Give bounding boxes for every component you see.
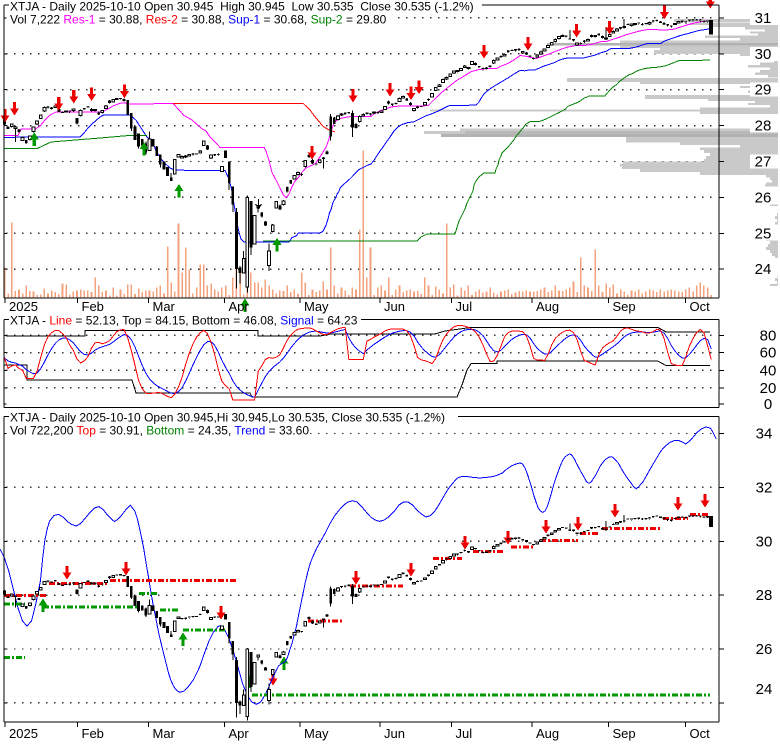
svg-text:Vol 722,200 Top = 30.91, Botto: Vol 722,200 Top = 30.91, Bottom = 24.35,… — [10, 424, 309, 438]
svg-text:30: 30 — [755, 46, 772, 63]
svg-text:Sep: Sep — [613, 726, 636, 741]
svg-text:Sep: Sep — [613, 299, 636, 314]
svg-text:Jun: Jun — [384, 299, 405, 314]
svg-text:0: 0 — [764, 396, 772, 413]
svg-text:20: 20 — [760, 380, 777, 397]
svg-text:2025: 2025 — [9, 299, 38, 314]
svg-text:Jul: Jul — [456, 726, 473, 741]
svg-text:Apr: Apr — [229, 726, 250, 741]
svg-text:2025: 2025 — [9, 726, 38, 741]
svg-text:31: 31 — [755, 10, 772, 27]
svg-text:26: 26 — [755, 189, 772, 206]
svg-text:XTJA - Daily 2025-10-10 Open 3: XTJA - Daily 2025-10-10 Open 30.945,Hi 3… — [10, 411, 445, 425]
svg-text:XTJA - Daily 2025-10-10 Open 3: XTJA - Daily 2025-10-10 Open 30.945 High… — [10, 0, 474, 14]
svg-text:Aug: Aug — [536, 299, 559, 314]
svg-text:24: 24 — [755, 261, 772, 278]
svg-text:XTJA - Line = 52.13, Top = 84.: XTJA - Line = 52.13, Top = 84.15, Bottom… — [10, 314, 358, 328]
svg-text:40: 40 — [760, 362, 777, 379]
svg-text:27: 27 — [755, 154, 772, 171]
svg-text:Vol 7,222 Res-1 = 30.88, Res-2: Vol 7,222 Res-1 = 30.88, Res-2 = 30.88, … — [10, 13, 387, 27]
svg-text:Mar: Mar — [153, 299, 176, 314]
svg-text:Aug: Aug — [536, 726, 559, 741]
svg-text:Oct: Oct — [690, 726, 711, 741]
svg-text:32: 32 — [756, 479, 773, 496]
svg-text:80: 80 — [760, 327, 777, 344]
svg-text:28: 28 — [756, 587, 773, 604]
svg-text:29: 29 — [755, 82, 772, 99]
svg-text:Apr: Apr — [229, 299, 250, 314]
svg-text:Jun: Jun — [384, 726, 405, 741]
svg-text:Oct: Oct — [690, 299, 711, 314]
svg-text:Feb: Feb — [82, 726, 104, 741]
svg-text:25: 25 — [755, 225, 772, 242]
svg-text:26: 26 — [756, 641, 773, 658]
svg-text:Feb: Feb — [82, 299, 104, 314]
svg-text:30: 30 — [756, 533, 773, 550]
svg-text:May: May — [304, 726, 329, 741]
svg-text:Jul: Jul — [456, 299, 473, 314]
svg-text:Mar: Mar — [153, 726, 176, 741]
svg-text:24: 24 — [756, 681, 773, 698]
svg-text:34: 34 — [756, 426, 773, 443]
svg-text:May: May — [304, 299, 329, 314]
svg-text:60: 60 — [760, 345, 777, 362]
svg-text:28: 28 — [755, 118, 772, 135]
